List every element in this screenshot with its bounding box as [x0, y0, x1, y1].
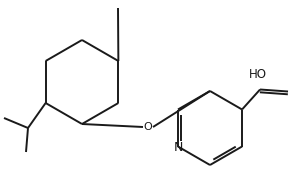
Text: N: N: [173, 141, 183, 154]
Text: O: O: [144, 122, 152, 132]
Text: HO: HO: [249, 68, 267, 80]
